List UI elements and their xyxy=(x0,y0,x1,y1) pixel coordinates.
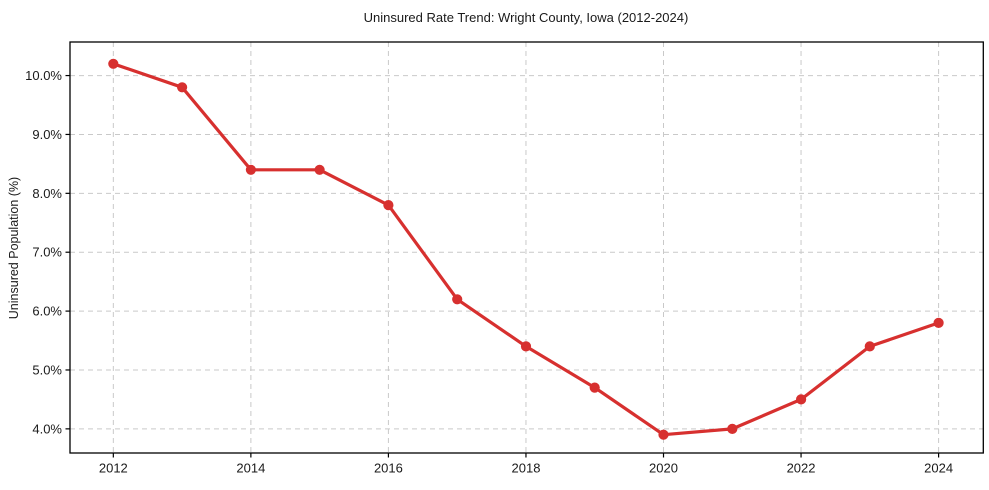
axes-layer: 2012 2014 2016 2018 2020 2022 2024 4.0% 5.0% 6.0%… xyxy=(25,41,984,476)
y-tick-label: 6.0% xyxy=(32,304,62,319)
data-point-marker xyxy=(520,341,532,352)
x-tick-label: 2014 xyxy=(236,461,265,476)
plot-border xyxy=(69,41,984,454)
chart-title: Uninsured Rate Trend: Wright County, Iow… xyxy=(364,10,689,25)
x-tick-label: 2012 xyxy=(99,461,128,476)
x-tick-label: 2018 xyxy=(512,461,541,476)
data-point-marker xyxy=(933,317,944,328)
y-tick-label: 10.0% xyxy=(25,68,62,83)
y-tick-label: 4.0% xyxy=(32,421,62,436)
data-series-layer xyxy=(108,58,944,440)
data-point-marker xyxy=(108,58,119,69)
data-point-marker xyxy=(658,429,669,440)
data-point-marker xyxy=(383,200,394,211)
y-tick-label: 9.0% xyxy=(32,127,62,142)
data-point-marker xyxy=(177,82,188,93)
x-tick-label: 2020 xyxy=(649,461,678,476)
data-point-marker xyxy=(245,164,256,175)
data-point-marker xyxy=(452,294,463,305)
data-point-marker xyxy=(864,341,875,352)
y-tick-label: 5.0% xyxy=(32,362,62,377)
x-tick-label: 2024 xyxy=(924,461,953,476)
data-point-marker xyxy=(314,164,325,175)
data-point-marker xyxy=(589,382,600,393)
x-tick-label: 2016 xyxy=(374,461,403,476)
data-point-marker xyxy=(727,423,738,434)
x-tick-label: 2022 xyxy=(787,461,816,476)
y-tick-label: 7.0% xyxy=(32,245,62,260)
data-point-marker xyxy=(796,394,807,405)
y-tick-label: 8.0% xyxy=(32,186,62,201)
y-axis-title: Uninsured Population (%) xyxy=(7,177,21,319)
gridlines-layer xyxy=(70,42,984,453)
